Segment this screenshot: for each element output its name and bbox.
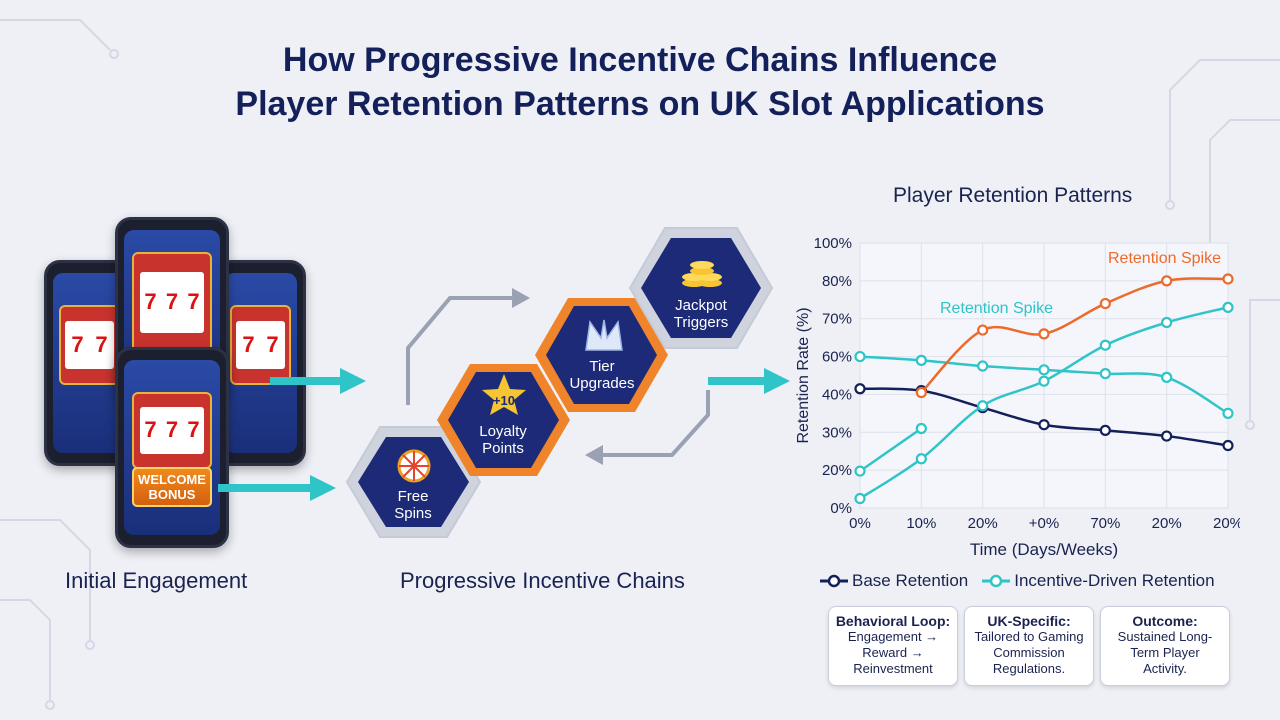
data-point [915, 354, 927, 366]
data-point [1161, 275, 1173, 287]
incentive-label-loyalty-points: Loyalty Points [479, 423, 527, 457]
annotation-retention-spike-teal: Retention Spike [940, 300, 1053, 317]
arrow-head-chart [764, 368, 790, 394]
data-point [977, 324, 989, 336]
legend-label-base: Base Retention [852, 571, 969, 590]
page-title: How Progressive Incentive Chains Influen… [0, 38, 1280, 126]
points-badge: +10 [492, 393, 516, 408]
y-axis-label: Retention Rate (%) [795, 307, 812, 443]
data-point [915, 386, 927, 399]
data-point [1099, 424, 1111, 436]
data-point [1222, 273, 1234, 285]
y-tick-label: 0% [830, 500, 852, 517]
info-box-uk-specific: UK-Specific: Tailored to Gaming Commissio… [964, 606, 1094, 686]
data-point [1222, 439, 1234, 452]
incentive-label-free-spins: Free Spins [394, 488, 432, 522]
crown-icon [585, 319, 623, 351]
data-point [915, 422, 927, 435]
section-label-progressive-chains: Progressive Incentive Chains [400, 568, 685, 593]
data-point [1099, 339, 1111, 351]
data-point [1161, 316, 1173, 329]
loop-arrow-back [600, 390, 710, 457]
chart-title: Player Retention Patterns [893, 184, 1133, 207]
incentive-label-jackpot-triggers: Jackpot Triggers [673, 297, 729, 331]
y-tick-label: 100% [814, 235, 852, 252]
data-point [854, 383, 866, 395]
coins-icon [682, 261, 722, 287]
data-point [1222, 301, 1234, 313]
data-point [977, 400, 989, 412]
data-point [1038, 375, 1050, 387]
annotation-retention-spike-orange: Retention Spike [1108, 250, 1221, 267]
arrow-head-upper [340, 368, 366, 394]
data-point [915, 453, 927, 465]
data-point [854, 492, 866, 505]
y-tick-label: 30% [822, 424, 852, 441]
y-tick-label: 70% [822, 311, 852, 328]
x-tick-label: 10% [906, 515, 936, 532]
y-tick-label: 60% [822, 349, 852, 366]
data-point [854, 350, 866, 363]
data-point [854, 465, 866, 477]
y-tick-label: 40% [822, 386, 852, 403]
data-point [1038, 328, 1050, 340]
legend-item-incentive: Incentive-Driven Retention [982, 571, 1215, 591]
loop-arrow-up [406, 296, 515, 405]
title-line-2: Player Retention Patterns on UK Slot App… [235, 85, 1045, 123]
info-box-behavioral-loop: Behavioral Loop: Engagement → Reward → Rei… [828, 606, 958, 686]
legend-marker-teal [982, 574, 1011, 588]
info-box-outcome: Outcome: Sustained Long- Term Player Activ… [1100, 606, 1230, 686]
hex-tier-upgrades [535, 298, 668, 412]
info-boxes: Behavioral Loop: Engagement → Reward → Rei… [828, 606, 1230, 686]
arrow-head-lower [310, 475, 336, 501]
chart-legend: Base Retention Incentive-Driven Retentio… [820, 571, 1215, 591]
x-tick-label: 70% [1090, 515, 1120, 532]
welcome-bonus-banner: WELCOME BONUS [131, 467, 213, 507]
data-point [1222, 407, 1234, 419]
section-label-initial-engagement: Initial Engagement [65, 568, 248, 593]
x-tick-label: 20% [1152, 515, 1182, 532]
teal-arrows [218, 368, 790, 501]
data-point [1099, 368, 1111, 380]
data-point [1161, 430, 1173, 442]
retention-chart: 0% 20% 30% 40% 60% 70% 80% 100% 0% 10% 20% +0% 70% 20… [795, 235, 1240, 559]
y-tick-label: 80% [822, 273, 852, 290]
title-line-1: How Progressive Incentive Chains Influen… [282, 41, 998, 79]
star-icon [482, 374, 526, 415]
data-point [1038, 364, 1050, 376]
hex-free-spins [345, 426, 482, 538]
x-tick-label: 20% [1213, 515, 1240, 532]
x-tick-label: 20% [968, 515, 998, 532]
hex-jackpot-triggers [628, 227, 774, 349]
incentive-label-tier-upgrades: Tier Upgrades [569, 358, 635, 392]
x-tick-label: +0% [1029, 515, 1059, 532]
data-point [1099, 297, 1111, 310]
x-tick-label: 0% [849, 515, 871, 532]
y-tick-label: 20% [822, 462, 852, 479]
data-point [977, 360, 989, 372]
data-point [1038, 419, 1050, 431]
hex-loyalty-points [437, 364, 570, 476]
legend-item-base: Base Retention [820, 571, 968, 591]
x-axis-label: Time (Days/Weeks) [970, 540, 1118, 559]
hexagons [345, 227, 774, 538]
loop-arrows [406, 288, 710, 465]
legend-label-incentive: Incentive-Driven Retention [1014, 571, 1215, 590]
legend-marker-navy [820, 574, 848, 588]
data-point [1161, 371, 1173, 383]
